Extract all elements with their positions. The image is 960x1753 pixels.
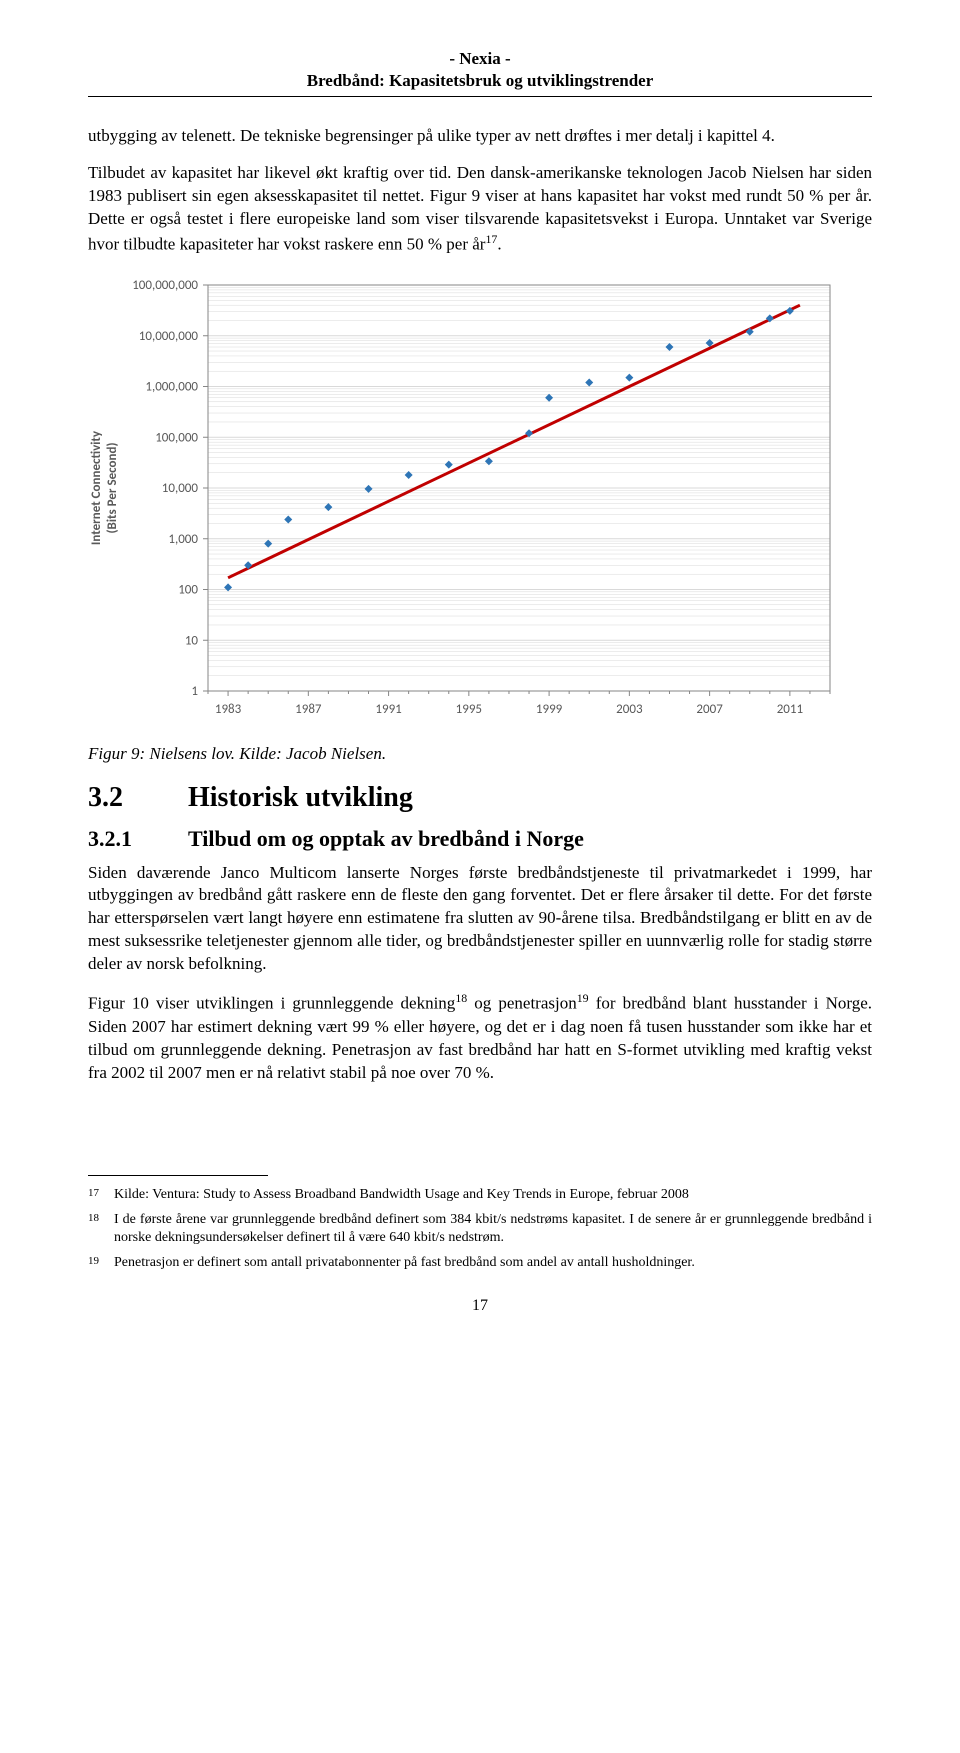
svg-text:2011: 2011	[777, 702, 803, 717]
footnote-17-num: 17	[88, 1186, 114, 1205]
svg-text:100,000,000: 100,000,000	[132, 278, 198, 293]
footnote-18: 18 I de første årene var grunnleggende b…	[88, 1211, 872, 1249]
footnote-19-num: 19	[88, 1254, 114, 1273]
svg-text:2003: 2003	[616, 702, 643, 717]
paragraph-4: Figur 10 viser utviklingen i grunnleggen…	[88, 990, 872, 1084]
svg-text:Internet Connectivity: Internet Connectivity	[89, 430, 104, 545]
paragraph-4b: og penetrasjon	[467, 994, 577, 1013]
svg-text:1983: 1983	[215, 702, 242, 717]
svg-text:1987: 1987	[295, 702, 322, 717]
footnote-17: 17 Kilde: Ventura: Study to Assess Broad…	[88, 1186, 872, 1205]
section-number: 3.2	[88, 782, 188, 814]
footnote-18-text: I de første årene var grunnleggende bred…	[114, 1211, 872, 1249]
page-header: - Nexia - Bredbånd: Kapasitetsbruk og ut…	[88, 48, 872, 92]
svg-text:100: 100	[178, 582, 198, 597]
figure-9-caption: Figur 9: Nielsens lov. Kilde: Jacob Niel…	[88, 744, 872, 764]
subsection-heading-3-2-1: 3.2.1Tilbud om og opptak av bredbånd i N…	[88, 826, 872, 852]
section-heading-3-2: 3.2Historisk utvikling	[88, 782, 872, 814]
footnote-ref-18: 18	[455, 991, 467, 1005]
svg-text:10,000,000: 10,000,000	[139, 328, 199, 343]
header-line-1: - Nexia -	[88, 48, 872, 70]
footnote-19-text: Penetrasjon er definert som antall priva…	[114, 1254, 872, 1273]
svg-text:10,000: 10,000	[162, 481, 199, 496]
footnote-ref-19: 19	[577, 991, 589, 1005]
svg-text:1,000: 1,000	[168, 531, 198, 546]
subsection-title: Tilbud om og opptak av bredbånd i Norge	[188, 826, 584, 851]
svg-text:100,000: 100,000	[155, 430, 198, 445]
header-line-2: Bredbånd: Kapasitetsbruk og utviklingstr…	[88, 70, 872, 92]
paragraph-2a: Tilbudet av kapasitet har likevel økt kr…	[88, 163, 872, 253]
svg-text:1: 1	[191, 684, 198, 699]
document-page: - Nexia - Bredbånd: Kapasitetsbruk og ut…	[0, 0, 960, 1355]
svg-text:2007: 2007	[696, 702, 723, 717]
svg-text:1999: 1999	[536, 702, 563, 717]
svg-text:(Bits Per Second): (Bits Per Second)	[105, 442, 120, 533]
page-number: 17	[88, 1297, 872, 1315]
footnote-ref-17: 17	[485, 232, 497, 246]
subsection-number: 3.2.1	[88, 826, 188, 852]
paragraph-3: Siden daværende Janco Multicom lanserte …	[88, 862, 872, 977]
svg-text:1995: 1995	[456, 702, 482, 717]
figure-9-chart: 1983 1987 1991 1995 1999 2003 2007 2011 1 10 100 1,…	[88, 271, 872, 736]
svg-text:1,000,000: 1,000,000	[145, 379, 198, 394]
svg-text:1991: 1991	[375, 702, 401, 717]
paragraph-4a: Figur 10 viser utviklingen i grunnleggen…	[88, 994, 455, 1013]
paragraph-1: utbygging av telenett. De tekniske begre…	[88, 125, 872, 148]
footnote-rule	[88, 1175, 268, 1176]
footnote-17-text: Kilde: Ventura: Study to Assess Broadban…	[114, 1186, 872, 1205]
header-rule	[88, 96, 872, 97]
paragraph-2: Tilbudet av kapasitet har likevel økt kr…	[88, 162, 872, 256]
svg-text:10: 10	[185, 633, 199, 648]
footnote-18-num: 18	[88, 1211, 114, 1249]
paragraph-2b: .	[497, 235, 501, 254]
section-title: Historisk utvikling	[188, 782, 413, 813]
footnote-19: 19 Penetrasjon er definert som antall pr…	[88, 1254, 872, 1273]
